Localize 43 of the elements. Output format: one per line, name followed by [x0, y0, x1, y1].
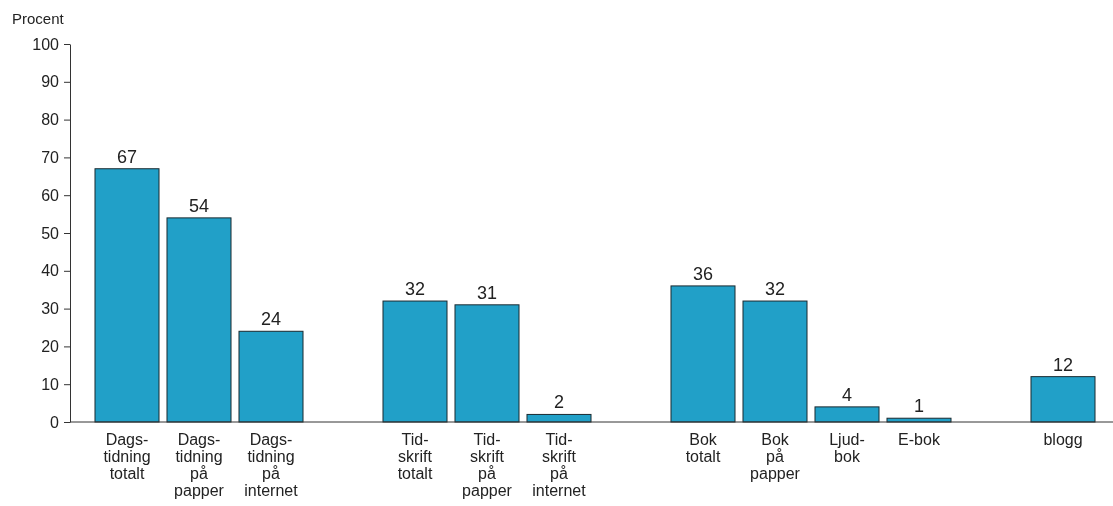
y-tick-label: 20	[41, 338, 60, 356]
bar	[742, 300, 808, 423]
y-tick-label: 70	[41, 149, 60, 167]
bar	[814, 406, 880, 423]
data-label: 12	[1052, 354, 1074, 375]
y-tick-label: 60	[41, 186, 60, 204]
bar	[94, 168, 160, 423]
x-tick-label: Bok på papper	[750, 431, 801, 482]
bar	[238, 330, 304, 423]
data-label: 31	[476, 282, 498, 303]
x-tick-label: blogg	[1043, 431, 1083, 448]
y-tick-label: 90	[41, 73, 60, 91]
y-tick-label: 100	[32, 35, 60, 53]
x-tick-label: Dags- tidning totalt	[103, 431, 151, 482]
bar	[454, 304, 520, 423]
y-tick-label: 50	[41, 224, 60, 242]
x-tick-label: Dags- tidning på internet	[244, 431, 299, 499]
data-label: 32	[404, 279, 426, 300]
data-label: 24	[260, 309, 282, 330]
data-label: 67	[116, 146, 138, 167]
x-tick-label: Ljud- bok	[829, 431, 865, 465]
x-tick-label: Tid- skrift på papper	[462, 431, 513, 499]
data-label: 2	[553, 392, 565, 413]
data-label: 32	[764, 279, 786, 300]
y-tick-label: 40	[41, 262, 60, 280]
x-tick-label: Bok totalt	[685, 431, 721, 465]
bar	[1030, 376, 1096, 423]
y-tick-label: 10	[41, 375, 60, 393]
x-tick-label: E-bok	[898, 431, 941, 448]
y-tick-label: 30	[41, 300, 60, 318]
x-tick-label: Dags- tidning på papper	[174, 431, 225, 499]
bar	[382, 300, 448, 423]
data-label: 54	[188, 195, 210, 216]
data-label: 36	[692, 263, 714, 284]
y-axis-title: Procent	[12, 10, 65, 27]
y-tick-label: 80	[41, 111, 60, 129]
data-label: 1	[913, 396, 925, 417]
x-tick-label: Tid- skrift på internet	[532, 431, 587, 499]
bar	[166, 217, 232, 423]
x-tick-label: Tid- skrift totalt	[397, 431, 433, 482]
bar	[670, 285, 736, 423]
data-label: 4	[841, 384, 853, 405]
y-tick-label: 0	[50, 413, 60, 431]
